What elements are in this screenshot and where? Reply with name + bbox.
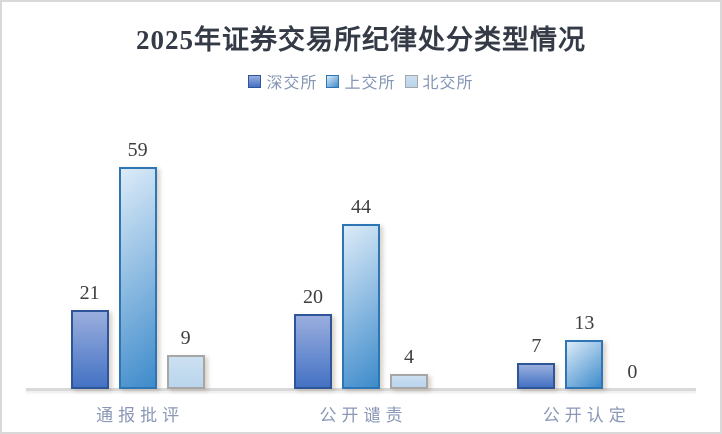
legend-label: 北交所 <box>422 75 474 92</box>
bar-cell: 59 <box>118 104 157 389</box>
category-label: 通报批评 <box>96 406 185 425</box>
legend-marker-icon <box>326 74 340 88</box>
bar <box>389 374 428 389</box>
bar-value-label: 59 <box>127 139 148 161</box>
bar-group: 20 44 4 <box>293 104 428 389</box>
category-axis-labels: 通报批评 公开谴责 公开认定 <box>26 401 696 426</box>
bar-group: 7 13 0 <box>517 104 651 389</box>
bar <box>293 314 332 389</box>
legend-item-3: 北交所 <box>404 69 474 93</box>
legend-marker-icon <box>248 74 262 88</box>
category-label: 公开认定 <box>542 406 631 425</box>
bar-value-label: 0 <box>627 361 638 383</box>
bar-value-label: 21 <box>79 282 100 304</box>
category-label: 公开谴责 <box>319 406 408 425</box>
bar <box>565 340 604 389</box>
x-axis-line <box>26 388 696 391</box>
bar <box>166 355 205 389</box>
bar-group: 21 59 9 <box>70 104 205 389</box>
legend-item-2: 上交所 <box>326 69 395 93</box>
bar-cell: 4 <box>389 104 428 389</box>
bar-value-label: 9 <box>180 327 191 349</box>
plot-wrap: 21 59 9 20 44 4 7 13 0 <box>26 104 696 391</box>
bar-value-label: 44 <box>350 196 371 218</box>
bar-cell: 0 <box>613 104 651 389</box>
legend: 深交所 上交所 北交所 <box>2 70 720 92</box>
legend-marker-icon <box>404 74 418 88</box>
bar-value-label: 4 <box>403 346 414 368</box>
bar-cell: 44 <box>341 104 380 389</box>
legend-item-1: 深交所 <box>248 69 317 93</box>
bar <box>517 363 556 389</box>
bar-value-label: 13 <box>574 312 595 334</box>
bar-value-label: 20 <box>302 286 323 308</box>
bar-value-label: 7 <box>531 335 542 357</box>
bar-cell: 13 <box>565 104 604 389</box>
chart-title: 2025年证券交易所纪律处分类型情况 <box>136 25 586 55</box>
bar-cell: 7 <box>517 104 556 389</box>
plot-area: 21 59 9 20 44 4 7 13 0 <box>26 104 696 389</box>
bar-cell: 21 <box>70 104 109 389</box>
bar <box>341 224 380 389</box>
bar-cell: 20 <box>293 104 332 389</box>
legend-label: 深交所 <box>266 75 318 92</box>
legend-label: 上交所 <box>344 75 396 92</box>
bar <box>70 310 109 389</box>
bar <box>118 167 157 389</box>
bar-cell: 9 <box>166 104 205 389</box>
